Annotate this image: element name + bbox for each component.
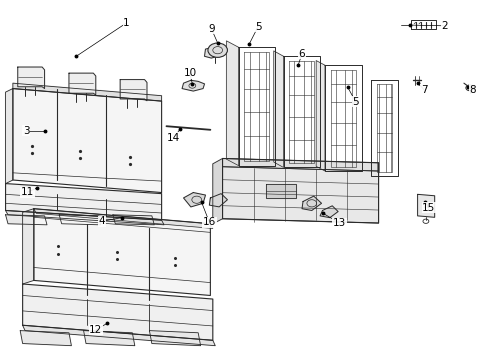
Text: 12: 12 (89, 325, 102, 335)
Polygon shape (20, 330, 71, 346)
Text: 14: 14 (167, 133, 180, 143)
Polygon shape (5, 89, 13, 184)
Text: 15: 15 (421, 203, 434, 213)
Polygon shape (302, 196, 321, 211)
Polygon shape (22, 325, 215, 346)
Text: 6: 6 (298, 49, 305, 59)
Polygon shape (149, 330, 200, 346)
Text: 16: 16 (203, 217, 216, 227)
Circle shape (207, 43, 227, 57)
Polygon shape (34, 209, 212, 228)
Text: 7: 7 (420, 85, 427, 95)
Polygon shape (18, 67, 44, 89)
Polygon shape (113, 215, 154, 225)
Polygon shape (34, 209, 210, 296)
Text: 10: 10 (183, 68, 196, 78)
Polygon shape (5, 215, 47, 225)
Text: 8: 8 (468, 85, 475, 95)
Polygon shape (222, 167, 378, 223)
Polygon shape (120, 80, 147, 101)
Polygon shape (222, 158, 378, 171)
Polygon shape (5, 211, 163, 225)
Polygon shape (417, 194, 434, 217)
Polygon shape (316, 60, 325, 171)
Polygon shape (183, 193, 205, 207)
Text: 4: 4 (99, 216, 105, 226)
Polygon shape (209, 194, 227, 207)
Polygon shape (266, 184, 295, 198)
Text: 11: 11 (21, 187, 34, 197)
Polygon shape (22, 284, 212, 340)
Polygon shape (320, 206, 337, 218)
Text: n: n (423, 203, 427, 209)
Polygon shape (83, 330, 135, 346)
Text: 1: 1 (123, 18, 129, 28)
Text: 2: 2 (440, 21, 447, 31)
Polygon shape (182, 80, 204, 91)
Polygon shape (13, 83, 161, 101)
Circle shape (465, 85, 473, 91)
Polygon shape (212, 158, 222, 224)
Text: 13: 13 (332, 218, 346, 228)
Text: 5: 5 (254, 22, 261, 32)
Polygon shape (59, 215, 101, 225)
Text: 9: 9 (207, 24, 214, 34)
Text: 5: 5 (352, 97, 358, 107)
Polygon shape (273, 51, 283, 167)
Polygon shape (204, 47, 215, 58)
Text: 3: 3 (22, 126, 29, 135)
Polygon shape (69, 73, 96, 95)
Polygon shape (13, 89, 161, 193)
Polygon shape (226, 41, 238, 166)
Polygon shape (22, 209, 34, 284)
Polygon shape (5, 184, 161, 220)
